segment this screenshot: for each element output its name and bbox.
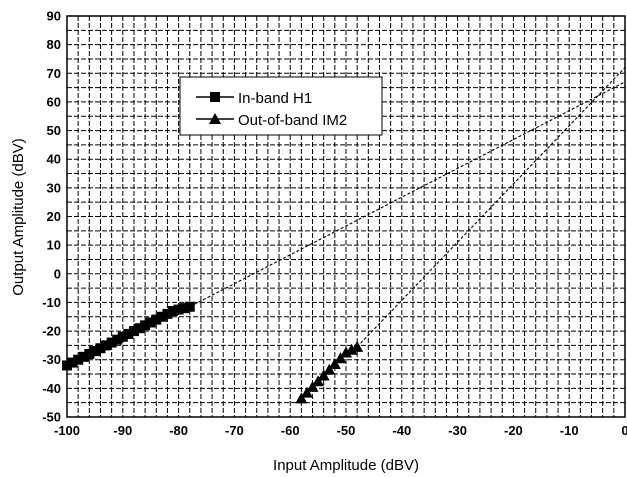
extrapolation-line: [189, 81, 626, 308]
y-axis-label: Output Amplitude (dBV): [10, 138, 27, 296]
y-tick-label: 70: [47, 66, 61, 81]
data-point-square: [145, 317, 156, 328]
data-point-square: [112, 334, 123, 345]
y-tick-label: 90: [47, 9, 61, 24]
legend-marker-square: [210, 92, 220, 102]
y-tick-label: -30: [42, 352, 61, 367]
legend-marker-triangle: [209, 113, 221, 124]
x-tick-label: -30: [448, 423, 467, 438]
x-tick-label: -40: [392, 423, 411, 438]
data-point-triangle: [312, 375, 325, 387]
x-tick-label: 0: [621, 423, 627, 438]
data-point-triangle: [300, 386, 313, 398]
x-tick-label: -60: [281, 423, 300, 438]
x-tick-label: -70: [225, 423, 244, 438]
data-point-square: [173, 304, 184, 315]
y-tick-label: 50: [47, 123, 61, 138]
y-tick-label: -40: [42, 381, 61, 396]
data-point-square: [134, 323, 145, 334]
legend-label-h1: In-band H1: [238, 90, 312, 107]
data-point-triangle: [345, 343, 358, 355]
y-tick-label: -10: [42, 295, 61, 310]
data-point-triangle: [306, 380, 319, 392]
data-point-square: [168, 306, 179, 317]
y-tick-label: 0: [54, 266, 61, 281]
data-point-square: [106, 337, 117, 348]
data-point-square: [156, 311, 167, 322]
legend-label-im2: Out-of-band IM2: [238, 112, 347, 129]
data-point-triangle: [317, 369, 330, 381]
y-tick-labels: -50 -40 -30 -20 -10 0 10 20 30 40 50 60 70 80 90: [42, 9, 61, 425]
data-point-triangle: [328, 358, 341, 370]
y-tick-label: 60: [47, 94, 61, 109]
data-point-square: [95, 343, 106, 354]
x-axis-label: Input Amplitude (dBV): [273, 457, 419, 474]
x-tick-label: -50: [337, 423, 356, 438]
y-tick-label: 40: [47, 152, 61, 167]
data-point-square: [162, 308, 173, 319]
data-point-square: [67, 357, 78, 368]
data-point-square: [184, 301, 195, 312]
x-tick-labels: -100 -90 -80 -70 -60 -50 -40 -30 -20 -10 0: [54, 423, 627, 438]
series-layer: [62, 301, 364, 404]
y-tick-label: 30: [47, 180, 61, 195]
data-point-triangle: [340, 346, 352, 358]
data-point-triangle: [334, 352, 347, 364]
legend: In-band H1 Out-of-band IM2: [179, 76, 383, 136]
legend-box: [179, 76, 383, 136]
data-point-square: [179, 303, 190, 314]
y-tick-label: 80: [47, 37, 61, 52]
data-point-square: [73, 354, 84, 365]
data-point-triangle: [351, 340, 364, 352]
data-point-square: [78, 351, 89, 362]
data-point-square: [151, 314, 162, 325]
data-point-square: [101, 340, 112, 351]
x-tick-label: -90: [113, 423, 132, 438]
data-point-square: [117, 331, 128, 342]
x-tick-label: -10: [560, 423, 579, 438]
x-tick-label: -20: [504, 423, 523, 438]
data-point-triangle: [323, 363, 336, 375]
plot-frame: [66, 15, 626, 418]
data-point-square: [89, 346, 100, 357]
x-tick-label: -80: [169, 423, 188, 438]
x-tick-label: -100: [54, 423, 80, 438]
y-tick-label: -50: [42, 410, 61, 425]
data-point-square: [128, 326, 139, 337]
extrapolation-line: [356, 67, 626, 348]
data-point-triangle: [295, 392, 308, 404]
y-tick-label: 10: [47, 238, 61, 253]
y-tick-label: 20: [47, 209, 61, 224]
y-tick-label: -20: [42, 324, 61, 339]
data-point-square: [84, 348, 95, 359]
extrapolation-lines: [189, 67, 626, 348]
data-point-square: [140, 320, 151, 331]
data-point-square: [123, 328, 134, 339]
grid: [67, 16, 625, 417]
